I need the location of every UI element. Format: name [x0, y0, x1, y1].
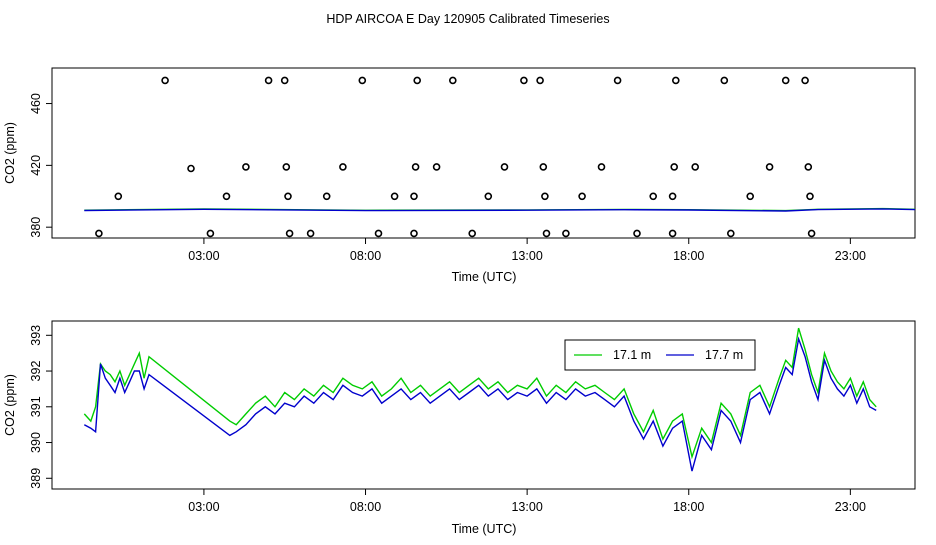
panel-bottom: 03:00 08:00 13:00 18:00 23:00 389 390 391 392 39… — [3, 320, 916, 536]
x-axis-label-bottom: Time (UTC) — [452, 522, 517, 536]
scatter-point — [597, 163, 606, 171]
x-axis-top: 03:00 08:00 13:00 18:00 23:00 — [188, 238, 866, 263]
x-tick-label: 13:00 — [511, 500, 542, 514]
x-tick-label: 23:00 — [835, 500, 866, 514]
scatter-point — [542, 229, 551, 238]
points-layer-top — [95, 76, 816, 238]
scatter-point — [781, 76, 790, 85]
scatter-point — [801, 76, 809, 85]
scatter-point — [242, 163, 250, 171]
scatter-point — [114, 192, 123, 201]
scatter-point — [448, 76, 457, 85]
scatter-point — [222, 192, 231, 201]
scatter-point — [668, 229, 677, 238]
scatter-point — [670, 163, 679, 171]
scatter-point — [633, 229, 641, 238]
scatter-point — [671, 76, 680, 85]
panel-top: 03:00 08:00 13:00 18:00 23:00 380 420 460 Time… — [3, 67, 916, 284]
scatter-point — [413, 76, 422, 85]
series-layer-bottom — [83, 327, 877, 472]
x-tick-label: 08:00 — [350, 500, 381, 514]
scatter-point — [765, 163, 774, 171]
scatter-point — [649, 192, 658, 201]
scatter-point — [284, 192, 292, 201]
series-layer-top — [84, 207, 916, 212]
y-tick-label: 392 — [29, 361, 43, 382]
y-tick-label: 390 — [29, 432, 43, 453]
scatter-point — [804, 163, 813, 171]
scatter-point — [539, 163, 548, 171]
scatter-point — [432, 163, 441, 171]
legend-label-0: 17.1 m — [613, 348, 651, 362]
x-tick-label: 13:00 — [511, 249, 542, 263]
scatter-point — [691, 163, 700, 171]
scatter-point — [520, 76, 528, 85]
scatter-point — [807, 229, 816, 238]
scatter-point — [541, 192, 549, 201]
y-tick-label: 460 — [29, 93, 43, 114]
scatter-point — [668, 192, 677, 201]
scatter-point — [322, 192, 331, 201]
x-tick-label: 03:00 — [188, 500, 219, 514]
scatter-point — [282, 163, 291, 171]
y-axis-top: 380 420 460 — [29, 93, 52, 238]
y-axis-bottom: 389 390 391 392 393 — [29, 325, 52, 489]
y-tick-label: 380 — [29, 217, 43, 238]
scatter-point — [374, 229, 383, 238]
y-tick-label: 391 — [29, 396, 43, 417]
scatter-point — [339, 163, 347, 171]
scatter-point — [280, 76, 289, 85]
scatter-point — [720, 76, 729, 85]
scatter-point — [358, 76, 367, 85]
x-tick-label: 03:00 — [188, 249, 219, 263]
scatter-point — [806, 192, 814, 201]
scatter-point — [613, 76, 622, 85]
scatter-point — [536, 76, 544, 85]
y-axis-label-bottom: CO2 (ppm) — [3, 374, 17, 436]
scatter-point — [746, 192, 755, 201]
scatter-point — [578, 192, 586, 201]
x-tick-label: 18:00 — [673, 249, 704, 263]
figure-title: HDP AIRCOA E Day 120905 Calibrated Times… — [326, 12, 609, 26]
series-line-0 — [83, 327, 877, 460]
y-axis-label-top: CO2 (ppm) — [3, 122, 17, 184]
series-line-1 — [84, 208, 916, 212]
scatter-point — [726, 229, 735, 238]
x-tick-label: 23:00 — [835, 249, 866, 263]
y-tick-label: 393 — [29, 325, 43, 346]
plot-frame-bottom — [51, 320, 916, 490]
y-tick-label: 420 — [29, 155, 43, 176]
x-axis-bottom: 03:00 08:00 13:00 18:00 23:00 — [188, 489, 866, 514]
scatter-point — [410, 229, 418, 238]
scatter-point — [468, 229, 477, 238]
scatter-point — [562, 229, 570, 238]
legend: 17.1 m 17.7 m — [564, 339, 756, 371]
x-tick-label: 08:00 — [350, 249, 381, 263]
x-axis-label-top: Time (UTC) — [452, 270, 517, 284]
scatter-point — [285, 229, 294, 238]
scatter-point — [187, 164, 195, 173]
scatter-point — [390, 192, 399, 201]
scatter-point — [206, 229, 215, 238]
scatter-point — [411, 163, 420, 171]
scatter-point — [161, 76, 169, 85]
x-tick-label: 18:00 — [673, 500, 704, 514]
legend-label-1: 17.7 m — [705, 348, 743, 362]
scatter-point — [500, 163, 509, 171]
y-tick-label: 389 — [29, 468, 43, 489]
scatter-point — [410, 192, 418, 201]
scatter-point — [264, 76, 273, 85]
scatter-point — [306, 229, 315, 238]
series-line-1 — [83, 336, 877, 472]
scatter-point — [95, 229, 103, 238]
plot-frame-top — [51, 67, 916, 239]
scatter-point — [484, 192, 493, 201]
